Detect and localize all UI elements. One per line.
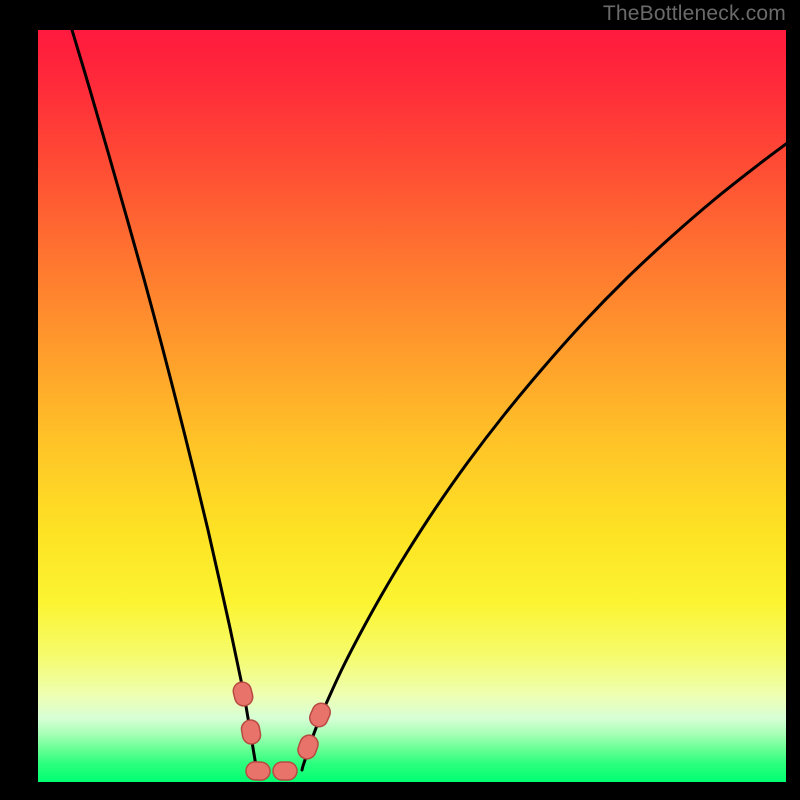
- marker-capsule: [295, 733, 320, 762]
- marker-capsule: [273, 762, 297, 780]
- left-curve: [72, 30, 257, 770]
- marker-capsule: [231, 680, 254, 708]
- right-curve: [302, 144, 786, 770]
- marker-capsule: [307, 700, 333, 729]
- curves-layer: [38, 30, 786, 782]
- marker-capsule: [246, 762, 271, 781]
- plot-area: [38, 30, 786, 782]
- watermark-text: TheBottleneck.com: [603, 2, 786, 26]
- marker-capsule: [240, 719, 262, 746]
- figure-root: TheBottleneck.com: [0, 0, 800, 800]
